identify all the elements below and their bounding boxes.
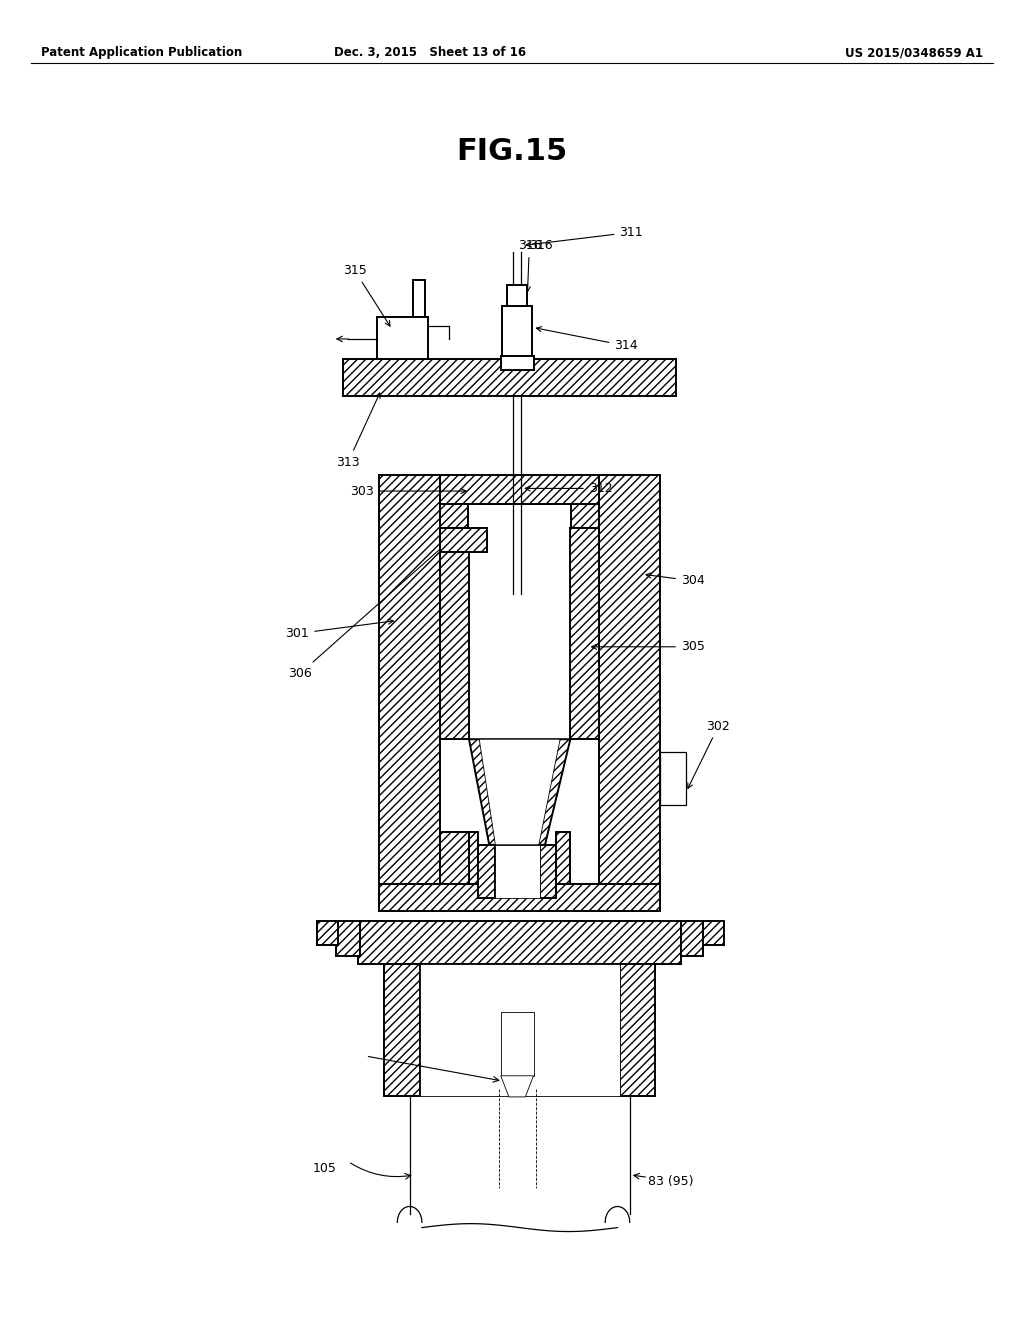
- Bar: [660, 752, 686, 805]
- Bar: [440, 845, 478, 911]
- Text: 314: 314: [537, 326, 638, 352]
- Bar: [540, 845, 556, 898]
- Bar: [317, 921, 338, 945]
- Text: 105: 105: [312, 1162, 336, 1175]
- Text: 316: 316: [517, 239, 542, 292]
- Bar: [469, 832, 478, 898]
- Bar: [501, 1012, 534, 1076]
- Text: Dec. 3, 2015   Sheet 13 of 16: Dec. 3, 2015 Sheet 13 of 16: [334, 46, 526, 59]
- Bar: [425, 475, 468, 528]
- Bar: [379, 475, 440, 911]
- Bar: [570, 528, 599, 739]
- Text: 315: 315: [343, 264, 390, 326]
- Bar: [681, 921, 703, 956]
- Bar: [478, 845, 495, 898]
- Bar: [502, 306, 532, 359]
- Text: 305: 305: [592, 640, 705, 653]
- Bar: [571, 475, 614, 528]
- Text: 83 (95): 83 (95): [648, 1175, 693, 1188]
- Polygon shape: [479, 739, 560, 845]
- Bar: [420, 964, 620, 1096]
- Bar: [377, 317, 428, 359]
- Bar: [379, 884, 660, 911]
- Text: 303: 303: [350, 484, 466, 498]
- Bar: [507, 285, 527, 306]
- Text: Patent Application Publication: Patent Application Publication: [41, 46, 243, 59]
- Bar: [336, 921, 360, 956]
- Text: 306: 306: [289, 544, 445, 680]
- Text: 304: 304: [646, 573, 705, 587]
- Bar: [425, 475, 614, 504]
- Bar: [495, 845, 540, 898]
- Bar: [440, 528, 487, 552]
- Text: 316: 316: [529, 239, 553, 252]
- Text: FIG.15: FIG.15: [457, 137, 567, 166]
- Polygon shape: [501, 1076, 534, 1097]
- Bar: [620, 964, 655, 1096]
- Text: 312: 312: [525, 482, 612, 495]
- Bar: [440, 528, 469, 739]
- Text: 313: 313: [336, 393, 380, 469]
- Text: 301: 301: [286, 619, 393, 640]
- Bar: [501, 356, 534, 370]
- Bar: [384, 964, 420, 1096]
- Bar: [343, 359, 676, 396]
- Bar: [358, 921, 681, 964]
- Bar: [556, 832, 570, 898]
- Bar: [599, 475, 660, 911]
- Text: 302: 302: [688, 719, 730, 788]
- Polygon shape: [469, 739, 570, 845]
- Bar: [703, 921, 724, 945]
- Text: 311: 311: [526, 226, 643, 247]
- Bar: [440, 832, 469, 911]
- Text: US 2015/0348659 A1: US 2015/0348659 A1: [845, 46, 983, 59]
- Bar: [413, 280, 425, 317]
